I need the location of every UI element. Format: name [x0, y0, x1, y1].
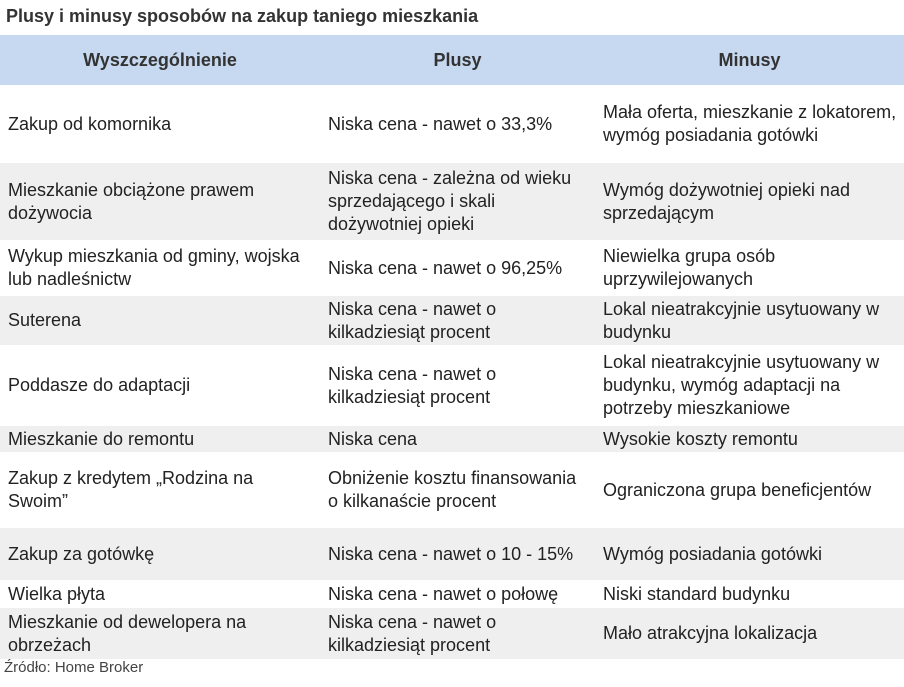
column-header: Minusy	[595, 35, 904, 86]
table-cell: Niska cena - nawet o połowę	[320, 580, 595, 608]
table-cell: Poddasze do adaptacji	[0, 345, 320, 426]
table-cell: Mieszkanie od dewelopera na obrzeżach	[0, 607, 320, 660]
header-row: Wyszczególnienie Plusy Minusy	[0, 35, 904, 86]
table-cell: Mieszkanie do remontu	[0, 425, 320, 453]
table-cell: Obniżenie kosztu finansowania o kilkanaś…	[320, 452, 595, 528]
table-cell: Wymóg posiadania gotówki	[595, 527, 904, 581]
table-cell: Niska cena - nawet o 10 - 15%	[320, 527, 595, 581]
table-cell: Niska cena - zależna od wieku sprzedając…	[320, 162, 595, 241]
table-cell: Niska cena - nawet o 96,25%	[320, 240, 595, 296]
table-row: Zakup z kredytem „Rodzina na Swoim” Obniż…	[0, 452, 904, 528]
table-cell: Mało atrakcyjna lokalizacja	[595, 607, 904, 660]
column-header: Wyszczególnienie	[0, 35, 320, 86]
table-cell: Niewielka grupa osób uprzywilejowanych	[595, 240, 904, 296]
table-row: Mieszkanie obciążone prawem dożywocia Nis…	[0, 162, 904, 241]
table-cell: Niska cena - nawet o 33,3%	[320, 85, 595, 163]
table-cell: Zakup za gotówkę	[0, 527, 320, 581]
table-cell: Wymóg dożywotniej opieki nad sprzedający…	[595, 162, 904, 241]
table-row: Zakup za gotówkę Niska cena - nawet o 10 …	[0, 527, 904, 581]
table-cell: Wysokie koszty remontu	[595, 425, 904, 453]
table-row: Mieszkanie do remontu Niska cena Wysokie k…	[0, 425, 904, 453]
table-cell: Niska cena	[320, 425, 595, 453]
title: Plusy i minusy sposobów na zakup taniego…	[6, 6, 479, 26]
table-cell: Niski standard budynku	[595, 580, 904, 608]
table-row: Wykup mieszkania od gminy, wojska lub na…	[0, 240, 904, 296]
table-row: Suterena Niska cena - nawet o kilkadziesi…	[0, 295, 904, 346]
table-cell: Zakup z kredytem „Rodzina na Swoim”	[0, 452, 320, 528]
table-cell: Mała oferta, mieszkanie z lokatorem, wym…	[595, 85, 904, 163]
table-cell: Ograniczona grupa beneficjentów	[595, 452, 904, 528]
column-header: Plusy	[320, 35, 595, 86]
table-cell: Mieszkanie obciążone prawem dożywocia	[0, 162, 320, 241]
table-cell: Zakup od komornika	[0, 85, 320, 163]
source: Źródło: Home Broker	[4, 659, 144, 676]
table: Wyszczególnienie Plusy Minusy Zakup od kom…	[0, 35, 904, 660]
table-cell: Wielka płyta	[0, 580, 320, 608]
table-cell: Niska cena - nawet o kilkadziesiąt proce…	[320, 607, 595, 660]
table-cell: Niska cena - nawet o kilkadziesiąt proce…	[320, 295, 595, 346]
table-cell: Niska cena - nawet o kilkadziesiąt proce…	[320, 345, 595, 426]
table-cell: Suterena	[0, 295, 320, 346]
table-cell: Wykup mieszkania od gminy, wojska lub na…	[0, 240, 320, 296]
table-row: Wielka płyta Niska cena - nawet o połowę N…	[0, 580, 904, 608]
table-cell: Lokal nieatrakcyjnie usytuowany w budynk…	[595, 345, 904, 426]
table-cell: Lokal nieatrakcyjnie usytuowany w budynk…	[595, 295, 904, 346]
table-row: Mieszkanie od dewelopera na obrzeżach Nis…	[0, 607, 904, 660]
table-body: Zakup od komornika Niska cena - nawet o 3…	[0, 85, 904, 660]
table-row: Poddasze do adaptacji Niska cena - nawet …	[0, 345, 904, 426]
table-row: Zakup od komornika Niska cena - nawet o 3…	[0, 85, 904, 163]
